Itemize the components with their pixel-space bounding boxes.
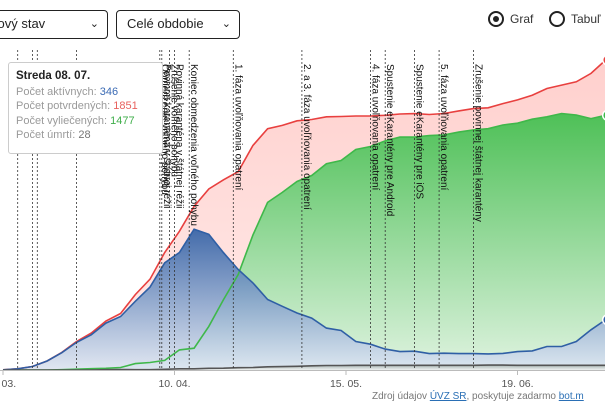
covid-area-chart: ...opatrení...prevádzok...dávok...koObme… [0, 50, 605, 390]
recovered-area [3, 113, 605, 370]
tooltip-active-value: 346 [99, 85, 119, 98]
source-middle: , poskytuje zadarmo [466, 391, 559, 402]
active-line [2, 228, 605, 371]
radio-selected-icon[interactable] [488, 11, 504, 27]
tooltip-deaths-row: Počet úmrtí: 28 [16, 128, 155, 143]
annotation-label: Povinná karanténa v štátnej réžii [174, 64, 185, 209]
annotation-label: Obmedzenie voľného pohybu [159, 64, 170, 195]
recovered-marker [601, 110, 605, 121]
radio-graph-label: Graf [510, 12, 534, 26]
recovered-line [3, 112, 605, 371]
period-select-value: Celé obdobie [127, 16, 204, 31]
annotation-label: Spustenie eKarantény pre iOS [414, 64, 425, 199]
annotation-label: Povinná karanténa v štátnej réžii [161, 64, 172, 209]
tooltip-confirmed-row: Počet potvrdených: 1851 [16, 99, 155, 114]
annotation-label: Zrušenie voľného pohybu [169, 64, 180, 177]
source-link-bot[interactable]: bot.m [558, 391, 584, 402]
radio-table-label: Tabuľ [571, 12, 601, 26]
data-source-note: Zdroj údajov ÚVZ SR, poskytuje zadarmo b… [372, 391, 584, 402]
chart-tooltip: Streda 08. 07. Počet aktívnych: 346 Poče… [8, 62, 163, 154]
deaths-line [3, 364, 605, 371]
annotation-label: Koniec obmedzenia voľného pohybu [188, 64, 199, 226]
confirmed-marker [601, 54, 605, 66]
active-area [3, 229, 605, 370]
tooltip-deaths-value: 28 [78, 129, 91, 141]
annotation-label: 4. fáza uvoľňovania opatrení [370, 64, 381, 191]
mode-select[interactable]: kový stav ⌄ [0, 10, 108, 39]
source-prefix: Zdroj údajov [372, 391, 430, 402]
chevron-down-icon: ⌄ [221, 18, 231, 30]
radio-unselected-icon[interactable] [549, 11, 565, 27]
tooltip-deaths-label: Počet úmrtí: [16, 129, 79, 141]
mode-select-value: kový stav [0, 16, 46, 31]
radio-table[interactable]: Tabuľ [549, 11, 601, 27]
active-marker [601, 314, 605, 325]
source-link-uvz[interactable]: ÚVZ SR [429, 391, 467, 402]
annotation-label: 2. a 3. fáza uvoľňovania opatrení [301, 64, 312, 210]
tooltip-confirmed-label: Počet potvrdených: [16, 100, 114, 112]
annotation-label: 5. fáza uvoľňovania opatrení [438, 64, 449, 191]
confirmed-line [2, 59, 605, 371]
annotation-label: Zrušenie povinnej štátnej karantény [472, 64, 483, 222]
period-select[interactable]: Celé obdobie ⌄ [116, 10, 240, 39]
annotation-label: 1. fáza uvoľňovania opatrení [232, 64, 243, 191]
tooltip-active-label: Počet aktívnych: [16, 85, 100, 98]
x-tick-label: 15. 05. [330, 378, 362, 390]
tooltip-recovered-label: Počet vyliečených: [16, 114, 111, 127]
tooltip-recovered-row: Počet vyliečených: 1477 [16, 114, 155, 129]
annotation-label: Spustenie eKarantény pre Android [384, 64, 395, 216]
tooltip-active-row: Počet aktívnych: 346 [16, 85, 155, 100]
tooltip-title: Streda 08. 07. [16, 70, 91, 82]
tooltip-recovered-value: 1477 [110, 114, 135, 127]
tooltip-confirmed-value: 1851 [113, 100, 138, 112]
chevron-down-icon: ⌄ [89, 18, 99, 30]
x-tick-label: 10. 04. [158, 378, 190, 390]
x-tick-label: 6. 03. [0, 378, 16, 390]
deaths-area [3, 365, 605, 370]
x-tick-label: 19. 06. [501, 378, 533, 390]
radio-graph[interactable]: Graf [488, 11, 533, 27]
